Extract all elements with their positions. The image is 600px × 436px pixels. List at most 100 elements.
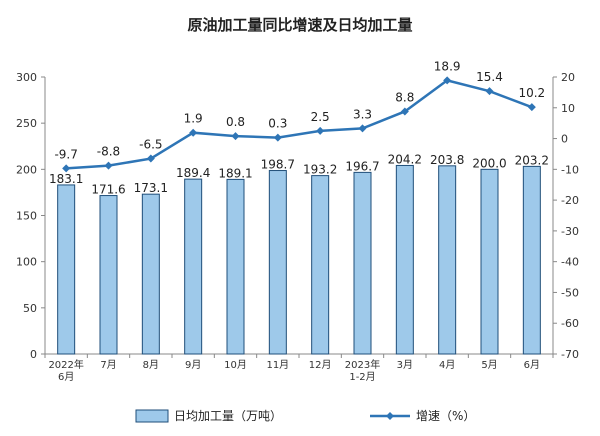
y-right-tick-label: -30	[561, 225, 579, 238]
x-tick-label-line: 6月	[58, 371, 74, 383]
y-right-tick-label: -70	[561, 348, 579, 361]
growth-marker	[400, 107, 409, 116]
growth-marker	[62, 164, 71, 173]
x-tick-label: 8月	[143, 359, 159, 371]
chart-title: 原油加工量同比增速及日均加工量	[187, 16, 412, 34]
bar-value-label: 198.7	[261, 158, 295, 172]
x-tick-label: 6月	[524, 359, 540, 371]
y-left-tick-label: 250	[16, 117, 37, 130]
x-tick-label-line: 8月	[143, 359, 159, 371]
growth-marker	[358, 124, 367, 133]
x-tick-label-line: 12月	[309, 359, 332, 371]
y-left-tick-label: 100	[16, 256, 37, 269]
y-right-tick-label: -60	[561, 317, 579, 330]
bar-value-label: 203.2	[515, 153, 549, 167]
y-right-tick-label: -20	[561, 194, 579, 207]
growth-line	[66, 79, 533, 170]
growth-value-label: 18.9	[434, 59, 461, 73]
growth-value-label: -9.7	[54, 147, 77, 161]
x-tick-label-line: 5月	[481, 359, 497, 371]
growth-value-label: 15.4	[476, 70, 503, 84]
bars-layer	[57, 164, 541, 355]
growth-marker	[104, 161, 113, 170]
growth-marker	[231, 132, 240, 141]
growth-value-label: -6.5	[139, 138, 162, 152]
y-right-tick-label: -10	[561, 163, 579, 176]
x-tick-label: 12月	[309, 359, 332, 371]
bar	[268, 170, 287, 355]
x-tick-label-line: 4月	[439, 359, 455, 371]
x-tick-label: 10月	[224, 359, 247, 371]
growth-value-label: -8.8	[97, 145, 120, 159]
growth-value-label: 8.8	[395, 90, 414, 104]
growth-value-label: 10.2	[518, 86, 545, 100]
growth-value-label: 1.9	[184, 112, 203, 126]
bar-value-label: 171.6	[91, 183, 125, 197]
bar	[522, 165, 541, 355]
labels-layer: 183.1 171.6 173.1 189.4 189.1 198.7 193.2 196.7…	[49, 59, 549, 196]
x-tick-label-line: 6月	[524, 359, 540, 371]
bar	[226, 178, 245, 355]
x-tick-label-line: 11月	[266, 359, 289, 371]
bar	[99, 195, 118, 355]
x-tick-label: 3月	[397, 359, 413, 371]
bar	[395, 164, 414, 355]
x-tick-label-line: 10月	[224, 359, 247, 371]
growth-marker	[316, 126, 325, 135]
y-right-tick-label: 10	[561, 102, 575, 115]
bar-value-label: 183.1	[49, 172, 83, 186]
x-tick-label-line: 3月	[397, 359, 413, 371]
x-tick-label: 7月	[100, 359, 116, 371]
growth-marker	[485, 87, 494, 96]
bar-value-label: 200.0	[472, 156, 506, 170]
bar-value-label: 189.4	[176, 166, 210, 180]
legend-bar-label: 日均加工量（万吨）	[174, 409, 282, 423]
x-tick-label-line: 2023年	[345, 358, 380, 371]
y-left-tick-label: 200	[16, 163, 37, 176]
growth-marker	[527, 103, 536, 112]
growth-value-label: 0.8	[226, 115, 245, 129]
growth-marker	[443, 76, 452, 85]
bar	[57, 184, 76, 355]
y-right-tick-label: 20	[561, 71, 575, 84]
bar-value-label: 173.1	[134, 181, 168, 195]
bar	[141, 193, 160, 355]
bar-value-label: 203.8	[430, 153, 464, 167]
x-tick-label: 2023年 1-2月	[345, 358, 380, 383]
bar-value-label: 196.7	[345, 159, 379, 173]
x-tick-label: 4月	[439, 359, 455, 371]
legend: 日均加工量（万吨） 增速（%）	[135, 409, 475, 423]
bar	[184, 178, 203, 355]
growth-marker	[189, 128, 198, 137]
y-left-tick-label: 300	[16, 71, 37, 84]
bar	[480, 168, 499, 355]
x-tick-label-line: 7月	[100, 359, 116, 371]
y-left-tick-label: 150	[16, 210, 37, 223]
y-right-tick-label: -40	[561, 256, 579, 269]
bar	[438, 165, 457, 355]
x-tick-label-line: 9月	[185, 359, 201, 371]
y-right-tick-label: 0	[561, 133, 568, 146]
growth-value-label: 2.5	[311, 110, 330, 124]
x-tick-label-line: 1-2月	[349, 371, 375, 383]
bar	[311, 175, 330, 355]
y-left-tick-label: 50	[23, 302, 37, 315]
x-tick-label-line: 2022年	[48, 358, 83, 371]
bar	[353, 171, 372, 355]
line-layer	[62, 76, 536, 173]
bar-value-label: 204.2	[388, 152, 422, 166]
x-tick-label: 2022年 6月	[48, 358, 83, 383]
growth-marker	[146, 154, 155, 163]
legend-bar-swatch	[135, 409, 169, 423]
x-tick-label: 5月	[481, 359, 497, 371]
x-tick-label: 9月	[185, 359, 201, 371]
bar-value-label: 189.1	[218, 166, 252, 180]
x-tick-label: 11月	[266, 359, 289, 371]
legend-line-label: 增速（%）	[416, 409, 475, 423]
bar-value-label: 193.2	[303, 163, 337, 177]
growth-marker	[273, 133, 282, 142]
y-left-tick-label: 0	[30, 348, 37, 361]
